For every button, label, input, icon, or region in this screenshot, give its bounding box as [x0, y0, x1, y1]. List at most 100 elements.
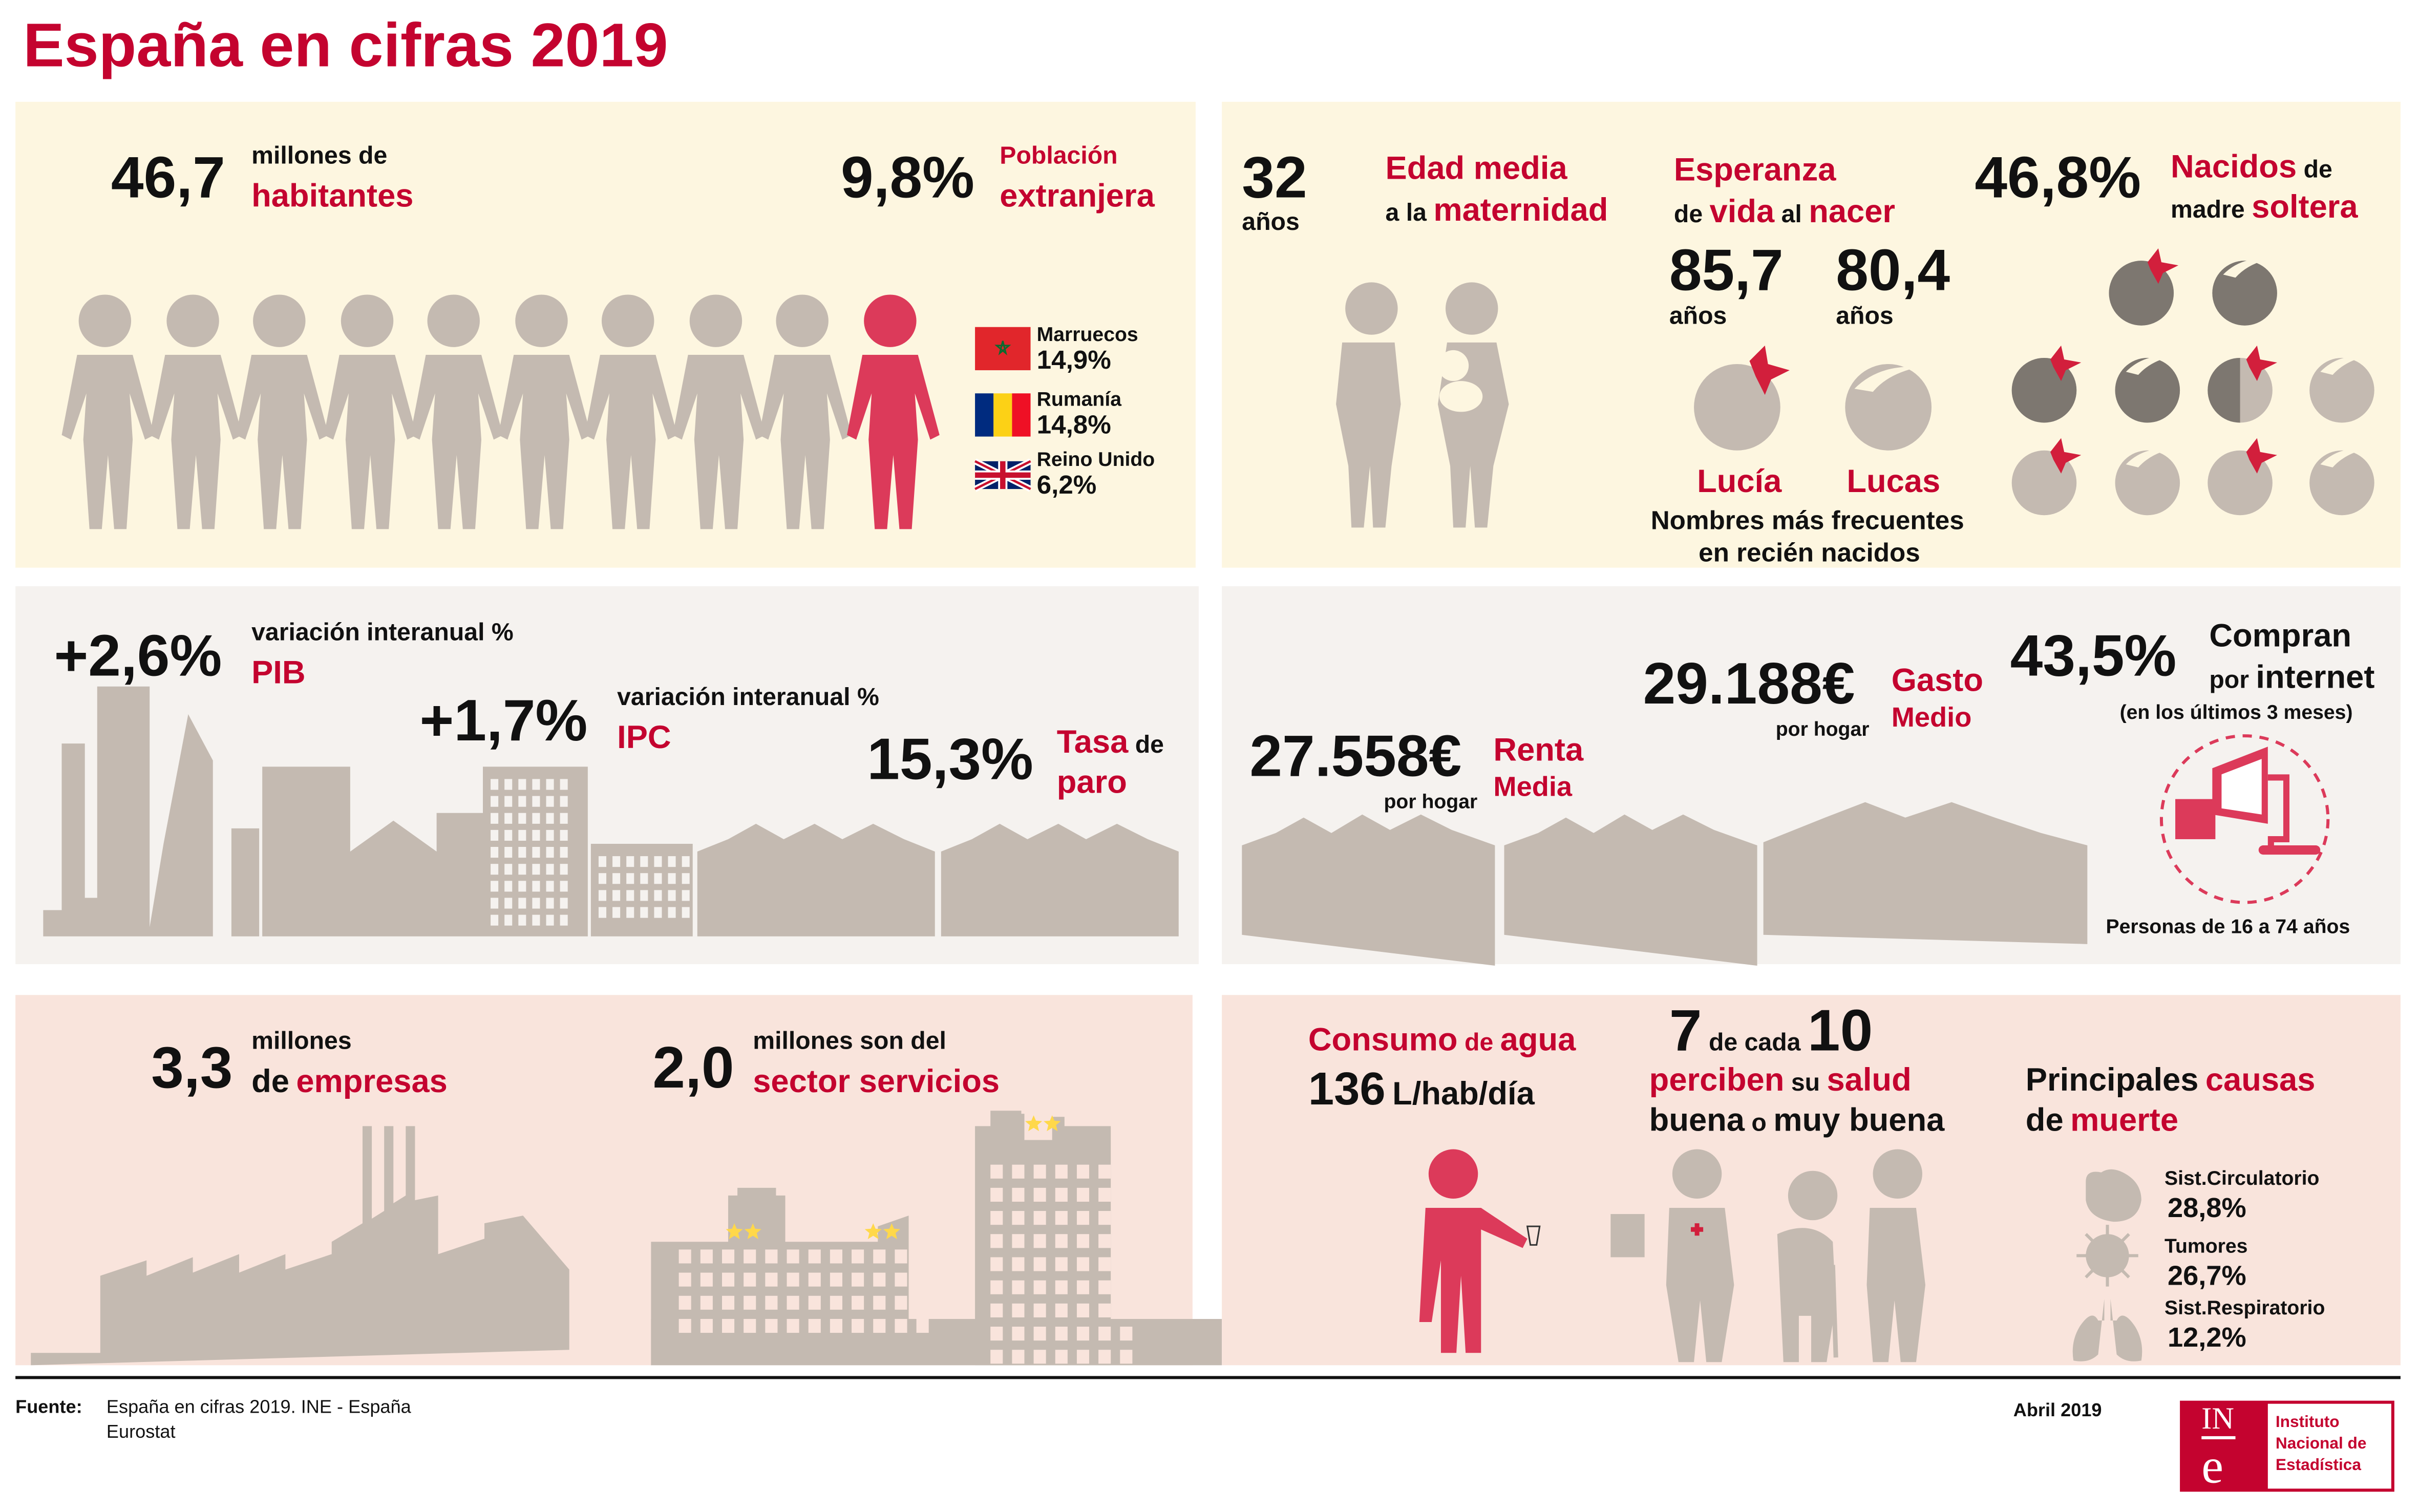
window: [852, 1318, 864, 1333]
window: [916, 1318, 929, 1333]
window: [504, 813, 513, 824]
baby-ball: [2115, 448, 2180, 516]
heart-icon: [2086, 1169, 2141, 1222]
window: [990, 1164, 1003, 1179]
window: [1098, 1164, 1111, 1179]
window: [1055, 1303, 1068, 1317]
cause-name: Tumores: [2164, 1234, 2248, 1258]
source-label: Fuente:: [15, 1396, 82, 1418]
window: [895, 1318, 907, 1333]
window: [990, 1350, 1003, 1364]
water-unit: L/hab/día: [1392, 1076, 1535, 1113]
window: [504, 796, 513, 807]
window: [700, 1249, 713, 1264]
le-de: de: [1673, 202, 1703, 228]
window: [518, 864, 526, 875]
window: [744, 1249, 756, 1264]
window: [1076, 1327, 1090, 1341]
window: [990, 1303, 1003, 1317]
names-caption-2: en recién nacidos: [1699, 538, 1920, 568]
window: [1098, 1327, 1111, 1341]
window: [1033, 1350, 1046, 1364]
window: [873, 1318, 886, 1333]
window: [1055, 1211, 1068, 1225]
le-nacer: nacer: [1809, 194, 1896, 230]
window: [852, 1295, 864, 1310]
window: [990, 1187, 1003, 1202]
person-icon: [759, 294, 852, 529]
window: [546, 796, 554, 807]
population-unit: millones de: [251, 143, 388, 170]
window: [1098, 1350, 1111, 1364]
window: [518, 813, 526, 824]
window: [546, 914, 554, 926]
le-al: al: [1781, 202, 1802, 228]
window: [532, 779, 540, 790]
baby-ball: [2109, 248, 2179, 326]
window: [532, 881, 540, 892]
window: [916, 1272, 929, 1287]
window: [830, 1295, 842, 1310]
window: [546, 847, 554, 858]
person-icon: [236, 294, 329, 529]
window: [1076, 1234, 1090, 1248]
cause-name: Sist.Respiratorio: [2164, 1295, 2325, 1319]
window: [700, 1318, 713, 1333]
logo-text-box: Instituto Nacional de Estadística: [2267, 1403, 2391, 1489]
death-de: de: [2025, 1103, 2064, 1139]
un-de: de: [1135, 733, 1164, 759]
logo-line: Nacional de: [2275, 1434, 2367, 1454]
window: [1012, 1187, 1025, 1202]
maternity-label-2: maternidad: [1433, 193, 1608, 228]
years-unit: años: [1836, 304, 1894, 330]
health-muy-buena: muy buena: [1773, 1103, 1945, 1139]
window: [765, 1272, 778, 1287]
window: [1120, 1164, 1133, 1179]
internet-note: (en los últimos 3 meses): [2119, 700, 2353, 724]
companies-de: de: [251, 1064, 289, 1100]
baby-ball: [2309, 356, 2374, 423]
window: [1076, 1280, 1090, 1294]
window: [598, 873, 607, 884]
baby-ball: [2309, 448, 2374, 516]
water-agua: agua: [1500, 1023, 1576, 1058]
window: [1098, 1303, 1111, 1317]
window: [626, 907, 634, 918]
window: [532, 847, 540, 858]
window: [1055, 1164, 1068, 1179]
baby-ball: [2208, 438, 2277, 516]
window: [1098, 1234, 1111, 1248]
person-icon: [410, 294, 503, 529]
window: [852, 1249, 864, 1264]
window: [678, 1249, 691, 1264]
window: [532, 829, 540, 841]
window: [1012, 1257, 1025, 1271]
window: [491, 847, 499, 858]
window: [518, 829, 526, 841]
window: [504, 847, 513, 858]
gdp-name: PIB: [251, 655, 306, 691]
years-unit: años: [1669, 304, 1727, 330]
companies-value: 3,3: [151, 1036, 233, 1102]
window: [873, 1295, 886, 1310]
window: [873, 1272, 886, 1287]
window: [546, 864, 554, 875]
health-salud: salud: [1827, 1062, 1912, 1099]
window: [852, 1272, 864, 1287]
window: [1098, 1211, 1111, 1225]
window: [990, 1280, 1003, 1294]
internet-label: Compran: [2209, 619, 2352, 654]
window: [612, 873, 621, 884]
internet-caption: Personas de 16 a 74 años: [2106, 914, 2350, 938]
window: [765, 1295, 778, 1310]
services-label: millones son del: [753, 1029, 946, 1055]
lungs-icon: [2072, 1298, 2142, 1361]
window: [1033, 1257, 1046, 1271]
window: [560, 829, 568, 841]
window: [560, 779, 568, 790]
city-skyline-icon: [43, 686, 1179, 936]
window: [518, 898, 526, 909]
internet-word: internet: [2256, 660, 2375, 696]
star-icon: [883, 1223, 900, 1240]
life-expectancy-men: 80,4: [1836, 239, 1950, 304]
